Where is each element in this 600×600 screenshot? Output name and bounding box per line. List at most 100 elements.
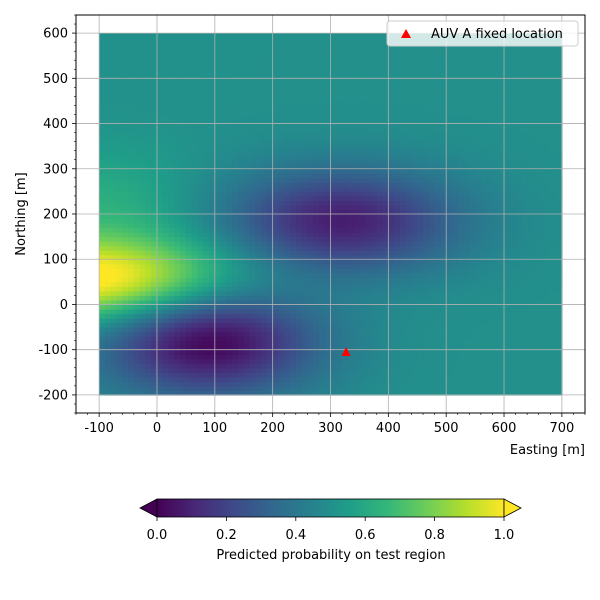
- heatmap-cell: [295, 186, 303, 192]
- heatmap-cell: [342, 209, 349, 215]
- heatmap-cell: [423, 182, 430, 188]
- heatmap-cell: [261, 245, 268, 251]
- heatmap-cell: [214, 372, 222, 378]
- heatmap-cell: [255, 290, 262, 297]
- heatmap-cell: [266, 105, 274, 111]
- heatmap-cell: [336, 232, 343, 238]
- heatmap-cell: [307, 146, 314, 152]
- heatmap-cell: [122, 218, 129, 224]
- heatmap-cell: [226, 254, 233, 260]
- heatmap-cell: [313, 195, 320, 202]
- heatmap-cell: [174, 295, 181, 301]
- heatmap-cell: [151, 227, 158, 233]
- heatmap-cell: [255, 55, 262, 61]
- heatmap-cell: [342, 168, 349, 174]
- heatmap-cell: [214, 46, 222, 52]
- heatmap-cell: [162, 69, 170, 75]
- heatmap-cell: [440, 141, 447, 147]
- heatmap-cell: [394, 137, 401, 143]
- heatmap-cell: [440, 299, 447, 306]
- heatmap-cell: [324, 241, 332, 247]
- heatmap-cell: [394, 100, 401, 107]
- heatmap-cell: [255, 150, 262, 156]
- heatmap-cell: [394, 254, 401, 260]
- heatmap-cell: [347, 100, 355, 107]
- heatmap-cell: [342, 277, 349, 283]
- heatmap-cell: [209, 354, 216, 360]
- heatmap-cell: [128, 331, 135, 337]
- heatmap-cell: [220, 46, 227, 52]
- heatmap-cell: [220, 354, 227, 360]
- heatmap-cell: [168, 82, 175, 88]
- heatmap-cell: [376, 304, 384, 310]
- heatmap-cell: [156, 64, 164, 70]
- heatmap-cell: [145, 42, 152, 48]
- heatmap-cell: [336, 345, 343, 351]
- heatmap-cell: [336, 191, 343, 197]
- heatmap-cell: [209, 299, 216, 306]
- heatmap-cell: [457, 250, 465, 256]
- heatmap-cell: [324, 132, 332, 138]
- heatmap-cell: [266, 191, 274, 197]
- heatmap-cell: [110, 236, 118, 242]
- heatmap-cell: [324, 109, 332, 116]
- heatmap-cell: [272, 354, 280, 360]
- heatmap-cell: [295, 290, 303, 297]
- heatmap-cell: [330, 55, 337, 61]
- heatmap-cell: [151, 105, 158, 111]
- heatmap-cell: [451, 295, 459, 301]
- heatmap-cell: [284, 327, 291, 333]
- heatmap-cell: [318, 241, 326, 247]
- heatmap-cell: [180, 349, 187, 355]
- heatmap-cell: [232, 223, 239, 229]
- heatmap-cell: [151, 214, 158, 220]
- heatmap-cell: [399, 277, 407, 283]
- heatmap-cell: [313, 146, 320, 152]
- heatmap-cell: [191, 250, 199, 256]
- heatmap-cell: [324, 46, 332, 52]
- heatmap-cell: [145, 209, 152, 215]
- heatmap-cell: [318, 37, 326, 43]
- heatmap-cell: [342, 114, 349, 120]
- heatmap-cell: [376, 236, 384, 242]
- heatmap-cell: [313, 37, 320, 43]
- heatmap-cell: [145, 236, 152, 242]
- heatmap-cell: [104, 241, 112, 247]
- heatmap-cell: [365, 358, 372, 364]
- heatmap-cell: [139, 295, 147, 301]
- heatmap-cell: [451, 51, 459, 57]
- heatmap-cell: [243, 354, 251, 360]
- heatmap-cell: [376, 37, 384, 43]
- heatmap-cell: [301, 123, 308, 129]
- heatmap-cell: [284, 299, 291, 306]
- heatmap-cell: [359, 295, 366, 301]
- heatmap-cell: [122, 73, 129, 79]
- heatmap-cell: [399, 259, 407, 265]
- heatmap-cell: [151, 100, 158, 107]
- heatmap-cell: [145, 155, 152, 161]
- heatmap-cell: [365, 281, 372, 287]
- heatmap-cell: [370, 354, 378, 360]
- heatmap-cell: [185, 200, 193, 206]
- heatmap-cell: [104, 46, 112, 52]
- heatmap-cell: [278, 195, 285, 202]
- heatmap-cell: [226, 354, 233, 360]
- heatmap-cell: [174, 73, 181, 79]
- heatmap-cell: [133, 195, 141, 202]
- heatmap-cell: [272, 96, 280, 102]
- heatmap-cell: [209, 78, 216, 84]
- heatmap-cell: [104, 232, 112, 238]
- heatmap-cell: [440, 87, 447, 93]
- heatmap-cell: [428, 340, 436, 346]
- heatmap-cell: [405, 46, 413, 52]
- heatmap-cell: [156, 109, 164, 116]
- heatmap-cell: [261, 227, 268, 233]
- heatmap-cell: [272, 322, 280, 328]
- heatmap-cell: [168, 263, 175, 269]
- heatmap-cell: [313, 250, 320, 256]
- heatmap-cell: [128, 381, 135, 387]
- heatmap-cell: [99, 367, 106, 373]
- heatmap-cell: [266, 281, 274, 287]
- heatmap-cell: [174, 259, 181, 265]
- heatmap-cell: [307, 186, 314, 192]
